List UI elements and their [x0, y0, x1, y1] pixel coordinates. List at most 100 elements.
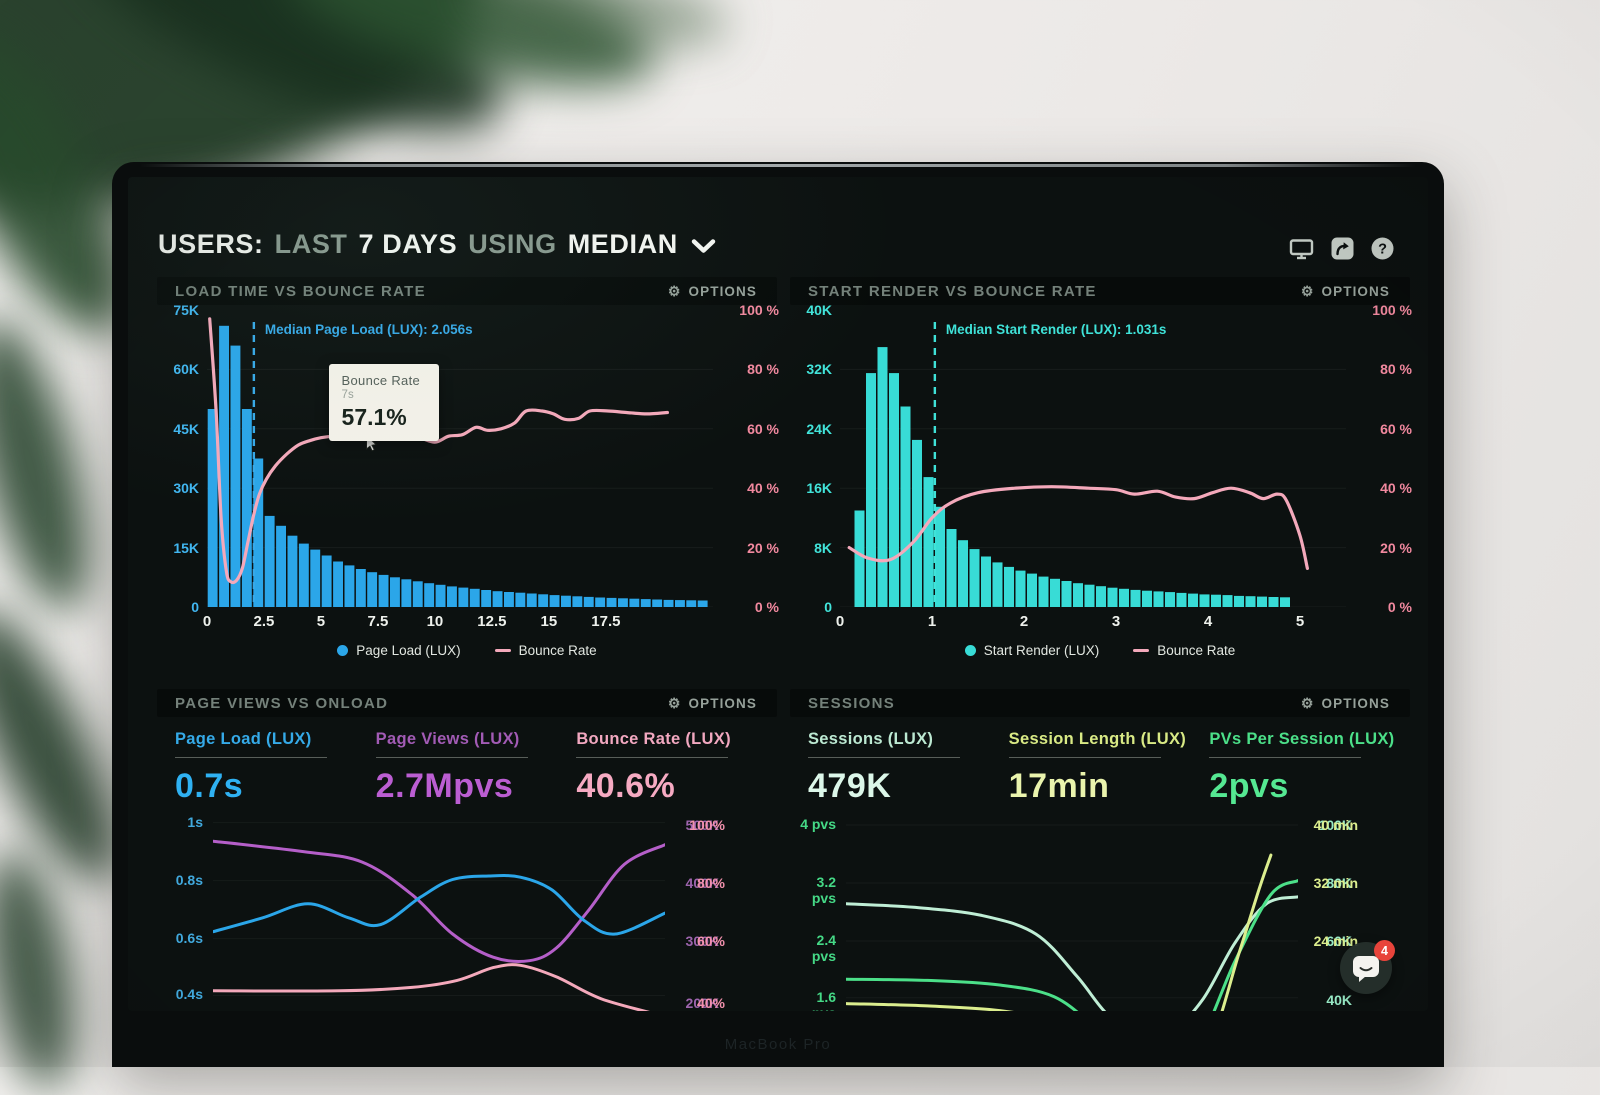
- y-axis-tick: 1s: [187, 813, 203, 830]
- metric-label: Session Length (LUX): [1008, 730, 1187, 748]
- line-chart-area[interactable]: 1s 0.8s 0.6s 0.4s 500K 100% 400K 80% 300K 60% 200K…: [157, 810, 777, 1011]
- histogram-canvas: Median Page Load (LUX): 2.056s: [207, 317, 713, 608]
- y-axis-tick: 45K: [173, 420, 199, 437]
- metric-underline: [375, 757, 528, 758]
- metric-sessions-lux-: Sessions (LUX) 479K: [808, 730, 1009, 806]
- y-axis-tick-k: 400K: [685, 875, 719, 892]
- gear-icon: ⚙: [667, 695, 682, 711]
- metric-bounce-rate-lux-: Bounce Rate (LUX) 40.6%: [576, 730, 777, 806]
- options-label: OPTIONS: [688, 695, 757, 711]
- y-axis-tick-k: 300K: [685, 933, 719, 950]
- metric-label: Page Load (LUX): [175, 730, 312, 748]
- y-axis-tick: 0: [824, 599, 832, 615]
- plant-leaf: [0, 844, 91, 1095]
- metric-label: Page Views (LUX): [375, 730, 520, 748]
- y-axis-tick-unit: 40%: [696, 994, 725, 1011]
- legend-item[interactable]: Bounce Rate: [494, 643, 597, 658]
- legend-dot-marker: [964, 645, 976, 656]
- y-axis-tick-k: 40K: [1326, 992, 1352, 1009]
- y-axis-tick: 60 %: [1380, 420, 1412, 437]
- gear-icon: ⚙: [1300, 283, 1315, 299]
- start-render-histogram[interactable]: 40K 32K 24K 16K 8K 0 100 % 80 % 60 % 40 % 20 % 0 % M…: [790, 302, 1412, 670]
- metric-page-load-lux-: Page Load (LUX) 0.7s: [175, 730, 376, 806]
- y-axis-tick: 40 %: [1380, 480, 1412, 497]
- y-axis-tick: 8K: [814, 539, 832, 556]
- dashboard-title-dropdown[interactable]: USERS: LAST 7 DAYS USING MEDIAN: [158, 229, 716, 260]
- tooltip-subtitle: 7s: [341, 389, 354, 402]
- tooltip: Bounce Rate 7s 57.1%: [328, 364, 439, 442]
- help-icon: ?: [1371, 237, 1394, 260]
- metrics-row: Page Load (LUX) 0.7s Page Views (LUX) 2.7Mp…: [157, 717, 777, 808]
- y-axis-tick: 0 %: [754, 599, 779, 615]
- x-axis-tick: 7.5: [367, 613, 389, 630]
- options-button[interactable]: ⚙ OPTIONS: [662, 695, 763, 712]
- x-axis-tick: 4: [1203, 613, 1213, 630]
- x-axis-tick: 5: [1295, 613, 1305, 630]
- display-button[interactable]: [1289, 238, 1314, 260]
- metrics-row: Sessions (LUX) 479K Session Length (LUX) 17…: [790, 717, 1410, 808]
- sessions-line-chart[interactable]: Sessions (LUX) 479K Session Length (LUX) 17…: [790, 717, 1410, 1011]
- title-median: MEDIAN: [567, 229, 678, 259]
- options-label: OPTIONS: [1321, 283, 1390, 299]
- plot-area[interactable]: Median Page Load (LUX): 2.056s: [207, 310, 713, 608]
- options-button[interactable]: ⚙ OPTIONS: [1295, 283, 1396, 300]
- legend-label: Bounce Rate: [1157, 643, 1236, 658]
- median-annotation: Median Start Render (LUX): 1.031s: [946, 322, 1167, 337]
- x-axis-tick: 2.5: [253, 613, 275, 630]
- share-button[interactable]: [1331, 237, 1354, 260]
- legend-label: Page Load (LUX): [356, 643, 461, 658]
- laptop-brand-label: MacBook Pro: [724, 1036, 832, 1053]
- metric-value: 17min: [1008, 767, 1110, 805]
- line-chart-canvas: [846, 824, 1298, 1011]
- metric-value: 40.6%: [576, 767, 676, 805]
- chat-bubble-icon: [1353, 955, 1379, 982]
- metric-underline: [1209, 757, 1362, 758]
- y-axis-tick-k: 60K: [1326, 933, 1352, 950]
- tooltip-value: 57.1%: [341, 404, 407, 431]
- load-time-histogram[interactable]: 75K 60K 45K 30K 15K 0 100 % 80 % 60 % 40 % 20 % 0 %…: [157, 302, 779, 670]
- legend-item[interactable]: Page Load (LUX): [337, 643, 461, 658]
- plot-area[interactable]: Median Start Render (LUX): 1.031s: [840, 310, 1346, 608]
- y-axis-tick: 60 %: [747, 420, 779, 437]
- x-axis-tick: 10: [426, 613, 444, 630]
- x-axis-tick: 12.5: [477, 613, 507, 630]
- metric-value: 0.7s: [175, 767, 244, 805]
- panel-title: LOAD TIME VS BOUNCE RATE: [175, 282, 426, 300]
- options-button[interactable]: ⚙ OPTIONS: [662, 283, 763, 300]
- panel-header: LOAD TIME VS BOUNCE RATE ⚙ OPTIONS: [157, 277, 777, 305]
- help-button[interactable]: ?: [1371, 237, 1394, 260]
- legend-dot-marker: [337, 645, 349, 656]
- x-axis-tick: 1: [927, 613, 937, 630]
- y-axis-tick: 40K: [806, 302, 832, 318]
- histogram-canvas: Median Start Render (LUX): 1.031s: [840, 322, 1346, 608]
- y-axis-tick: 0: [191, 599, 199, 615]
- page-views-line-chart[interactable]: Page Load (LUX) 0.7s Page Views (LUX) 2.7Mp…: [157, 717, 777, 1011]
- x-axis: 0 1 2 3 4 5: [836, 613, 1346, 633]
- legend: Start Render (LUX) Bounce Rate: [790, 643, 1410, 658]
- y-axis-tick: 75K: [173, 302, 199, 318]
- y-axis-tick: 80 %: [1380, 361, 1412, 378]
- panel-header: SESSIONS ⚙ OPTIONS: [790, 689, 1410, 717]
- dashboard-screen: USERS: LAST 7 DAYS USING MEDIAN: [128, 177, 1428, 1011]
- chat-widget-button[interactable]: 4: [1340, 940, 1395, 994]
- legend-item[interactable]: Start Render (LUX): [964, 643, 1100, 658]
- legend-line-marker: [494, 648, 511, 653]
- metric-label: PVs Per Session (LUX): [1209, 730, 1395, 748]
- panel-sessions: SESSIONS ⚙ OPTIONS Sessions (LUX) 479K Ses…: [790, 689, 1410, 1011]
- y-axis-tick: 0.8s: [175, 871, 203, 888]
- x-axis-tick: 5: [316, 613, 326, 630]
- y-axis-right: 100K 40 min 80K 32 min 60K 24 min 40K: [1306, 810, 1410, 1011]
- legend-label: Start Render (LUX): [983, 643, 1100, 658]
- panel-title: PAGE VIEWS VS ONLOAD: [175, 694, 389, 712]
- legend-item[interactable]: Bounce Rate: [1133, 643, 1235, 658]
- metric-underline: [576, 757, 729, 758]
- options-button[interactable]: ⚙ OPTIONS: [1295, 695, 1396, 712]
- y-axis-tick: 0.4s: [175, 986, 203, 1003]
- metric-value: 2.7Mpvs: [375, 767, 514, 805]
- metric-underline: [175, 757, 327, 758]
- y-axis-tick: 2.4 pvs: [811, 931, 836, 964]
- metric-value: 479K: [808, 767, 892, 805]
- y-axis-tick: 20 %: [1380, 539, 1412, 556]
- chat-unread-badge: 4: [1374, 940, 1395, 961]
